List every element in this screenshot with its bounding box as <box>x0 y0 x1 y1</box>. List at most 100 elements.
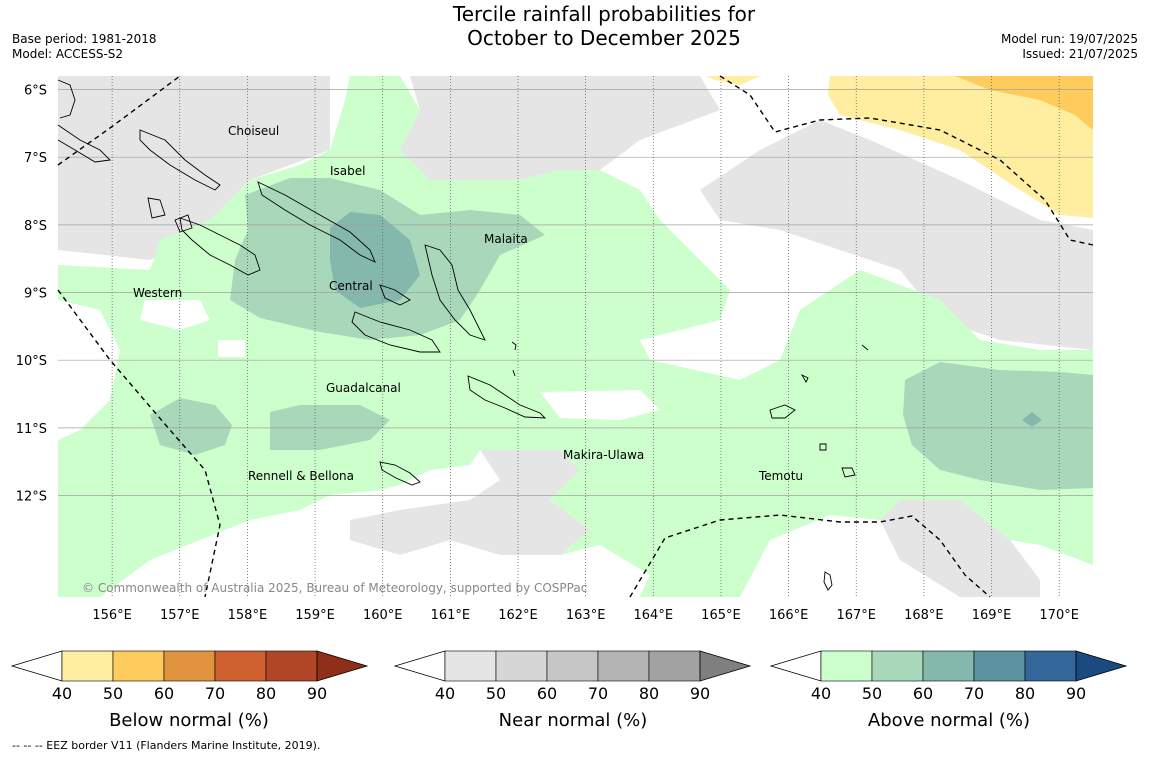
near-region-n <box>400 76 720 180</box>
latitude-labels: 6°S 7°S 8°S 9°S 10°S 11°S 12°S <box>16 84 47 505</box>
colorbar-segment <box>1024 650 1077 682</box>
island-duff <box>861 344 869 351</box>
below-region-ne <box>828 76 1093 218</box>
colorbar-segment <box>163 650 216 682</box>
label-temotu: Temotu <box>758 469 803 483</box>
colorbar-segment <box>597 650 650 682</box>
colorbar-high-extension <box>699 650 752 682</box>
white-hole-west <box>140 300 210 330</box>
island-rennell <box>379 461 421 486</box>
lat-tick-label: 7°S <box>24 151 47 166</box>
label-central: Central <box>329 279 373 293</box>
colorbar-segment <box>214 650 267 682</box>
colorbar-tick-label: 40 <box>811 684 831 703</box>
white-hole-rennell <box>58 300 120 440</box>
island-reef <box>800 373 809 383</box>
island-ontong <box>511 341 517 351</box>
white-hole-makira <box>540 390 660 420</box>
label-malaita: Malaita <box>484 232 528 246</box>
title-line-2: October to December 2025 <box>467 26 741 50</box>
lat-tick-label: 10°S <box>16 354 47 369</box>
colorbar-segment <box>112 650 165 682</box>
near-region-nw <box>58 76 330 260</box>
lon-tick-label: 165°E <box>701 608 741 623</box>
label-makira: Makira-Ulawa <box>563 448 644 462</box>
issued-date: Issued: 21/07/2025 <box>1022 47 1138 61</box>
lon-tick-label: 159°E <box>295 608 335 623</box>
colorbar-high-extension <box>316 650 369 682</box>
lon-tick-label: 156°E <box>92 608 132 623</box>
colorbar-below: 40 50 60 70 80 90 <box>10 650 369 703</box>
island-bougainville <box>57 79 76 119</box>
island-shortland <box>147 197 166 219</box>
island-guadalcanal <box>351 311 441 353</box>
graticule <box>58 76 1093 597</box>
lat-tick-label: 12°S <box>16 490 47 505</box>
lon-tick-label: 158°E <box>228 608 268 623</box>
colorbar-tick-label: 80 <box>256 684 276 703</box>
near-region-se <box>880 500 1040 597</box>
island-isabel <box>257 181 376 263</box>
model-name: Model: ACCESS-S2 <box>12 47 124 61</box>
colorbar-high-extension <box>1075 650 1128 682</box>
lat-tick-label: 9°S <box>24 287 47 302</box>
white-hole-central <box>218 340 245 357</box>
lon-tick-label: 163°E <box>566 608 606 623</box>
colorbar-tick-label: 70 <box>205 684 225 703</box>
islands <box>57 79 869 591</box>
island-malaita <box>424 244 486 341</box>
colorbar-low-extension <box>769 650 822 682</box>
island-newgeorgia <box>179 217 261 276</box>
island-ulawa <box>512 369 516 377</box>
eez-border <box>57 75 1094 598</box>
colorbar-tick-label: 60 <box>154 684 174 703</box>
copyright-text: © Commonwealth of Australia 2025, Bureau… <box>82 581 587 595</box>
above60-region-east <box>1022 412 1042 427</box>
colorbar-tick-label: 60 <box>913 684 933 703</box>
meta-left: Base period: 1981-2018 Model: ACCESS-S2 <box>12 32 157 62</box>
map-area <box>58 76 1093 597</box>
lon-tick-label: 157°E <box>160 608 200 623</box>
colorbar-tick-label: 80 <box>1015 684 1035 703</box>
colorbar-segment <box>61 650 114 682</box>
colorbar-tick-label: 90 <box>1066 684 1086 703</box>
eez-nw <box>57 75 181 166</box>
island-tikopia <box>823 571 833 591</box>
lon-tick-label: 164°E <box>634 608 674 623</box>
island-choiseul <box>139 129 221 191</box>
colorbar-segment <box>265 650 318 682</box>
colorbar-tick-label: 50 <box>862 684 882 703</box>
colorbar-tick-label: 40 <box>52 684 72 703</box>
above50-region-east <box>903 362 1093 490</box>
eez-ne <box>719 75 1094 246</box>
lon-tick-label: 170°E <box>1039 608 1079 623</box>
longitude-labels: 156°E 157°E 158°E 159°E 160°E 161°E 162°E 163°E… <box>92 608 1079 623</box>
chart-title: Tercile rainfall probabilities for Octob… <box>404 2 804 50</box>
below-region-ne-small <box>705 76 760 85</box>
colorbar-tick-label: 40 <box>435 684 455 703</box>
colorbar-tick-label: 60 <box>537 684 557 703</box>
colorbar-segment <box>973 650 1026 682</box>
lat-tick-label: 8°S <box>24 219 47 234</box>
colorbar-low-extension <box>10 650 63 682</box>
lon-tick-label: 160°E <box>363 608 403 623</box>
province-labels: Choiseul Isabel Malaita Western Central … <box>133 124 803 483</box>
near-region-south <box>350 450 590 555</box>
colorbar-segment <box>820 650 873 682</box>
title-line-1: Tercile rainfall probabilities for <box>452 2 756 26</box>
island-florida <box>379 284 411 306</box>
colorbar-segment <box>922 650 975 682</box>
lat-tick-label: 6°S <box>24 84 47 99</box>
colorbar-segment <box>444 650 497 682</box>
colorbar-tick-label: 70 <box>588 684 608 703</box>
label-choiseul: Choiseul <box>228 124 279 138</box>
eez-footnote: -- -- -- EEZ border V11 (Flanders Marine… <box>12 739 321 752</box>
colorbar-tick-label: 50 <box>486 684 506 703</box>
island-makira <box>467 375 547 419</box>
label-guadalcanal: Guadalcanal <box>326 381 401 395</box>
island-temotu-ndeni <box>769 404 796 419</box>
colorbar-segment <box>495 650 548 682</box>
colorbar-tick-label: 90 <box>690 684 710 703</box>
colorbar-tick-label: 50 <box>103 684 123 703</box>
